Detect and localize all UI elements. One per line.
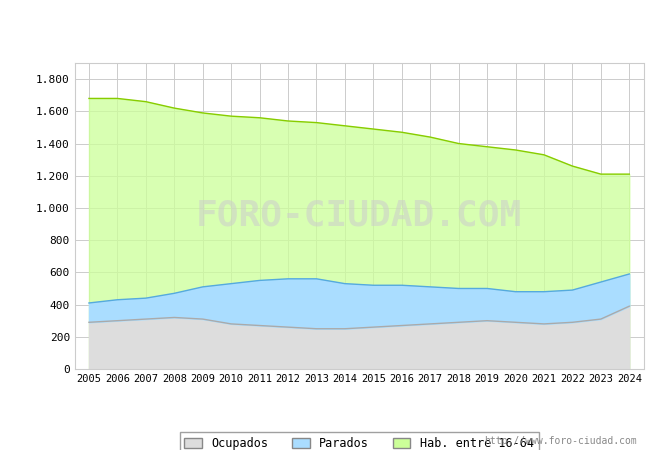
Text: FORO-CIUDAD.COM: FORO-CIUDAD.COM (196, 199, 522, 233)
Legend: Ocupados, Parados, Hab. entre 16-64: Ocupados, Parados, Hab. entre 16-64 (179, 432, 539, 450)
Text: http://www.foro-ciudad.com: http://www.foro-ciudad.com (484, 436, 637, 446)
Text: Vega de Espinareda - Evolucion de la poblacion en edad de Trabajar Mayo de 2024: Vega de Espinareda - Evolucion de la pob… (24, 21, 626, 33)
